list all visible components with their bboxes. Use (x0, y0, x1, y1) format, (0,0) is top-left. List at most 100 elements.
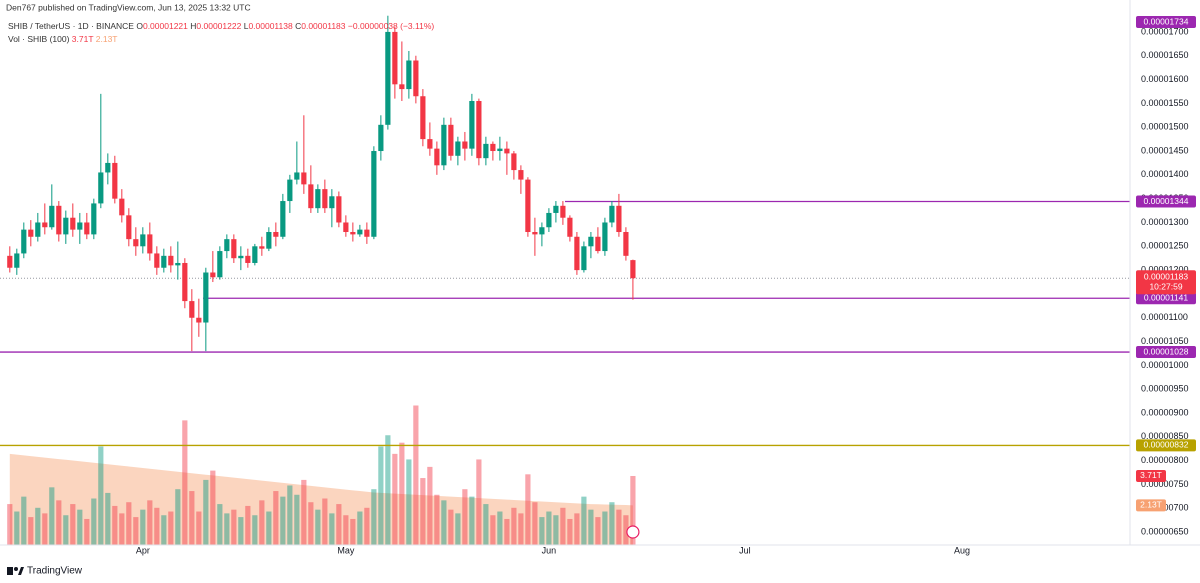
level-label-box (1136, 195, 1196, 208)
candle-body (21, 229, 27, 254)
volume-bar (392, 453, 398, 545)
candle-body (84, 222, 90, 235)
high-label-box (1136, 16, 1196, 28)
volume-bar (245, 505, 251, 545)
volume-bar (413, 405, 419, 545)
candle-body (196, 317, 202, 323)
candle-body (98, 172, 104, 204)
candle-body (322, 189, 328, 209)
volume-bar (287, 485, 293, 545)
volume-bar (609, 502, 615, 545)
volume-bar (623, 515, 629, 545)
volume-bar (21, 496, 27, 545)
candle-body (378, 124, 384, 152)
volume-bar (35, 507, 41, 545)
volume-bar (217, 504, 223, 545)
candle-body (581, 246, 587, 271)
candle-body (497, 148, 503, 152)
volume-bar (133, 517, 139, 545)
candle-body (350, 232, 356, 235)
volume-bar (343, 515, 349, 545)
volume-bar (434, 494, 440, 545)
candle-body (406, 60, 412, 90)
candle-body (539, 227, 545, 235)
candle-body (63, 217, 69, 235)
volume-bar (294, 494, 300, 545)
candle-body (203, 272, 209, 323)
candle-body (245, 255, 251, 263)
candle-body (301, 172, 307, 185)
volume-bar (483, 504, 489, 545)
volume-bar (630, 475, 636, 545)
level-label: 0.00001141 (1144, 292, 1189, 302)
volume-bar (154, 507, 160, 545)
candle-body (504, 148, 510, 154)
volume-bar (56, 500, 62, 545)
volume-bar (581, 496, 587, 545)
volume-bar (112, 505, 118, 545)
candle-body (133, 239, 139, 247)
volume-bar (14, 511, 20, 545)
volume-label: 3.71T (1140, 470, 1162, 480)
volume-bar (280, 496, 286, 545)
volume-bar (84, 518, 90, 545)
symbol-legend: SHIB / TetherUS · 1D · BINANCE O0.000012… (8, 21, 434, 31)
y-tick-label: 0.00001100 (1141, 312, 1188, 322)
change: −0.00000038 (−3.11%) (348, 21, 434, 31)
y-tick-label: 0.00001200 (1141, 264, 1189, 274)
volume-bar (119, 513, 125, 545)
realtime-icon (626, 525, 640, 539)
candle-body (126, 215, 132, 240)
candle-body (252, 246, 258, 263)
published-note: Den767 published on TradingView.com, Jun… (6, 2, 251, 12)
volume-bar (91, 498, 97, 545)
x-tick-label: Jul (739, 545, 751, 555)
high-label: 0.00001734 (1144, 16, 1189, 26)
volume-bar (525, 474, 531, 545)
candle-body (154, 253, 160, 268)
volume-ma-last: 2.13T (96, 34, 118, 44)
candle-body (105, 162, 111, 173)
y-tick-label: 0.00000650 (1141, 527, 1189, 537)
volume-bar (49, 487, 55, 545)
level-label-box (1136, 439, 1196, 452)
x-tick-label: Jun (542, 545, 557, 555)
candle-body (441, 124, 447, 166)
volume-bar (378, 446, 384, 545)
candle-body (357, 229, 363, 235)
volume-bar (224, 513, 230, 545)
y-tick-label: 0.00000750 (1141, 479, 1189, 489)
plot-area (0, 15, 1130, 545)
candle-body (427, 139, 433, 149)
y-tick-label: 0.00001700 (1141, 26, 1189, 36)
candle-body (602, 222, 608, 252)
volume-bar (385, 435, 391, 545)
ohlc-label: C (295, 21, 301, 31)
volume-bar (182, 420, 188, 545)
volume-bar (350, 518, 356, 545)
y-tick-label: 0.00001450 (1141, 145, 1189, 155)
level-label-box (1136, 292, 1196, 305)
volume-bar (336, 504, 342, 545)
candle-body (567, 217, 573, 237)
volume-bar (532, 502, 538, 545)
volume-bar (259, 500, 265, 545)
volume-bar (539, 517, 545, 545)
y-tick-label: 0.00001550 (1141, 98, 1189, 108)
volume-bar (105, 492, 111, 545)
candle-body (329, 196, 335, 209)
candle-body (287, 179, 293, 202)
countdown: 10:27:59 (1149, 281, 1182, 291)
candle-body (112, 162, 118, 199)
candle-body (371, 151, 377, 237)
volume-bar (616, 509, 622, 545)
candle-body (609, 205, 615, 223)
volume-bar (126, 502, 132, 545)
candle-body (14, 253, 20, 268)
candle-body (490, 143, 496, 152)
y-tick-label: 0.00001500 (1141, 122, 1189, 132)
candle-body (588, 236, 594, 247)
volume-ma-area (9, 453, 633, 545)
volume-bar (595, 517, 601, 545)
